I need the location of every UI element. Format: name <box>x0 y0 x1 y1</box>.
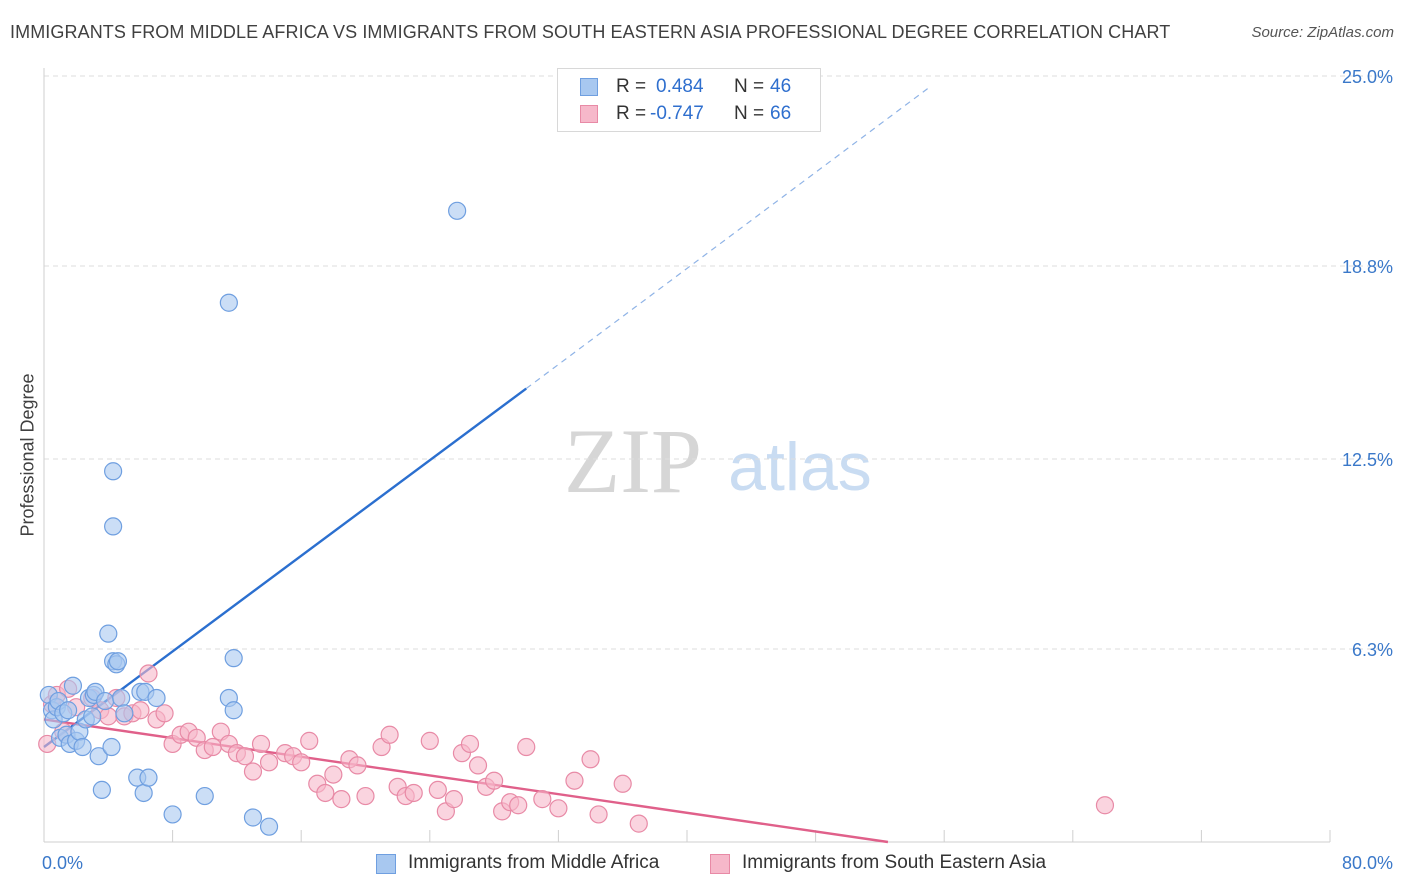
legend-r-value-middle-africa: 0.484 <box>656 76 704 97</box>
point-middle-africa <box>112 688 131 708</box>
point-south-eastern-asia <box>581 750 600 769</box>
point-south-eastern-asia <box>131 701 150 720</box>
point-south-eastern-asia <box>509 796 528 815</box>
legend-n-label: N = <box>734 76 765 97</box>
point-south-eastern-asia <box>420 731 439 750</box>
point-middle-africa <box>448 201 467 220</box>
point-south-eastern-asia <box>468 756 488 775</box>
point-middle-africa <box>99 624 118 643</box>
y-tick-label: 18.8% <box>1342 257 1393 277</box>
point-south-eastern-asia <box>243 762 263 781</box>
point-middle-africa <box>219 293 238 312</box>
trend-line-middle-africa-extension <box>525 87 929 390</box>
point-south-eastern-asia <box>533 790 552 809</box>
series-legend-label-middle-africa: Immigrants from Middle Africa <box>408 852 660 873</box>
legend-n-value-south-eastern-asia: 66 <box>770 103 792 124</box>
series-legend-label-south-eastern-asia: Immigrants from South Eastern Asia <box>742 852 1047 873</box>
point-south-eastern-asia <box>324 765 343 784</box>
chart-title: IMMIGRANTS FROM MIDDLE AFRICA VS IMMIGRA… <box>10 22 1171 42</box>
point-south-eastern-asia <box>235 747 255 766</box>
point-south-eastern-asia <box>404 783 423 803</box>
point-south-eastern-asia <box>428 780 447 800</box>
point-south-eastern-asia <box>460 734 480 754</box>
y-tick-label: 6.3% <box>1352 640 1393 660</box>
point-middle-africa <box>95 691 115 711</box>
source-credit: Source: ZipAtlas.com <box>1251 24 1394 41</box>
point-south-eastern-asia <box>316 783 335 803</box>
point-middle-africa <box>224 701 243 720</box>
point-south-eastern-asia <box>444 790 464 809</box>
point-middle-africa <box>195 786 214 806</box>
point-middle-africa <box>139 768 158 787</box>
point-south-eastern-asia <box>259 753 279 772</box>
point-middle-africa <box>243 808 263 827</box>
point-south-eastern-asia <box>485 771 504 790</box>
point-south-eastern-asia <box>155 704 174 723</box>
point-middle-africa <box>104 462 123 481</box>
point-south-eastern-asia <box>292 753 311 772</box>
watermark-zip: ZIP <box>564 410 702 512</box>
series-legend-swatch-middle-africa <box>376 854 396 874</box>
point-middle-africa <box>224 649 243 668</box>
point-middle-africa <box>73 737 92 757</box>
point-south-eastern-asia <box>613 774 632 793</box>
data-points <box>38 201 1115 836</box>
point-middle-africa <box>89 747 108 766</box>
point-south-eastern-asia <box>517 737 536 757</box>
point-south-eastern-asia <box>380 725 399 744</box>
point-middle-africa <box>134 783 153 803</box>
point-middle-africa <box>104 517 123 536</box>
point-south-eastern-asia <box>348 756 367 775</box>
point-south-eastern-asia <box>251 734 271 754</box>
x-tick-label-max: 80.0% <box>1342 853 1393 873</box>
y-axis-label: Professional Degree <box>17 373 38 537</box>
point-middle-africa <box>108 652 128 671</box>
watermark-atlas: atlas <box>728 429 872 505</box>
legend-r-label: R = <box>616 103 647 124</box>
legend-r-value-south-eastern-asia: -0.747 <box>650 103 704 124</box>
point-south-eastern-asia <box>549 799 568 818</box>
legend-n-value-middle-africa: 46 <box>770 76 792 97</box>
y-tick-label: 25.0% <box>1342 67 1393 87</box>
point-middle-africa <box>259 817 279 836</box>
trend-line-middle-africa <box>43 387 527 748</box>
point-middle-africa <box>147 688 166 708</box>
point-middle-africa <box>163 805 182 824</box>
point-south-eastern-asia <box>332 790 351 809</box>
point-south-eastern-asia <box>99 707 118 726</box>
point-middle-africa <box>59 701 78 720</box>
x-tick-label-min: 0.0% <box>42 853 83 873</box>
grid-lines <box>44 75 1390 650</box>
correlation-legend: R = 0.484 N = 46 R = -0.747 N = 66 <box>557 68 821 132</box>
legend-n-label: N = <box>734 103 765 124</box>
series-legend-swatch-south-eastern-asia <box>710 854 730 874</box>
point-middle-africa <box>115 704 134 723</box>
y-tick-label: 12.5% <box>1342 450 1393 470</box>
point-south-eastern-asia <box>629 814 648 833</box>
point-south-eastern-asia <box>565 771 584 790</box>
point-middle-africa <box>102 737 121 757</box>
legend-swatch-middle-africa <box>580 78 598 96</box>
point-south-eastern-asia <box>203 737 222 757</box>
legend-swatch-south-eastern-asia <box>580 105 598 123</box>
point-south-eastern-asia <box>356 786 375 806</box>
series-legend: Immigrants from Middle Africa Immigrants… <box>0 852 1406 878</box>
point-south-eastern-asia <box>589 805 608 824</box>
point-south-eastern-asia <box>300 731 319 750</box>
point-south-eastern-asia <box>1095 796 1115 815</box>
point-middle-africa <box>92 780 111 800</box>
point-middle-africa <box>83 707 102 726</box>
legend-r-label: R = <box>616 76 647 97</box>
tick-labels: 6.3% 12.5% 18.8% 25.0% 0.0% 80.0% <box>42 67 1393 873</box>
point-middle-africa <box>63 676 83 695</box>
point-south-eastern-asia <box>139 664 158 683</box>
